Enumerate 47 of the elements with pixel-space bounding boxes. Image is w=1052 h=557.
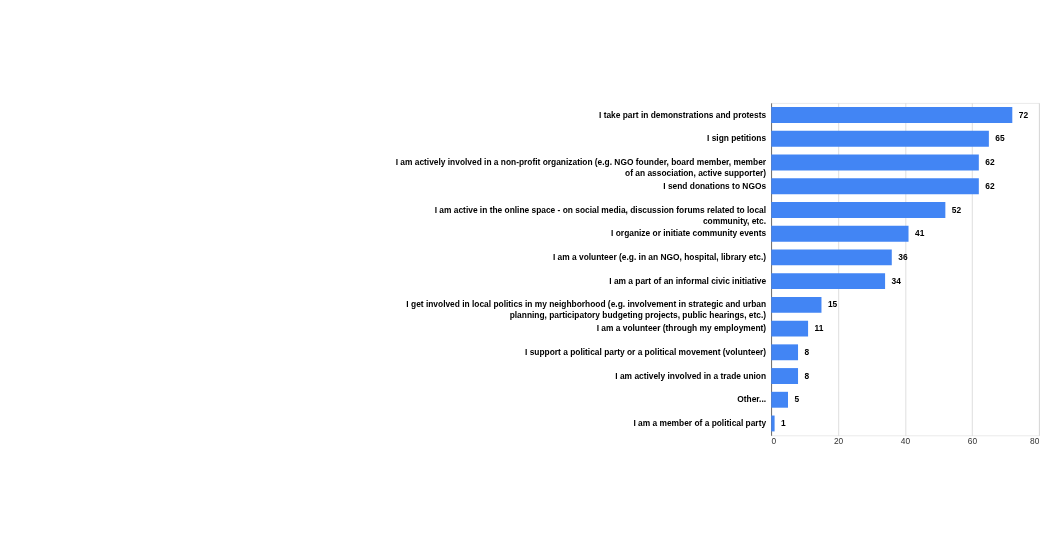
y-tick-label: I organize or initiate community events (611, 228, 767, 239)
x-tick-label: 80 (1030, 435, 1040, 446)
data-label: 52 (951, 204, 962, 215)
y-tick-label: I am a part of an informal civic initiative (609, 275, 767, 286)
x-tick-label: 0 (771, 435, 777, 446)
x-tick-label: 40 (900, 435, 911, 446)
y-tick-label: I sign petitions (706, 133, 767, 144)
y-tick-label: I take part in demonstrations and protests (599, 109, 767, 120)
bar (771, 391, 788, 408)
y-tick-label: I send donations to NGOs (663, 180, 767, 191)
data-label: 15 (827, 299, 838, 310)
y-tick-label: I am a volunteer (through my employment) (596, 323, 767, 334)
y-tick-label: I am a member of a political party (633, 418, 767, 429)
bar (771, 415, 775, 432)
bar (771, 249, 892, 266)
data-label: 65 (995, 133, 1005, 144)
bar (771, 130, 989, 147)
data-label: 1 (781, 418, 787, 429)
x-tick-label: 20 (833, 435, 844, 446)
y-tick-label: I am active in the online space - on social media, discussion forums related to local community, etc. (434, 204, 767, 226)
bar (771, 225, 909, 242)
data-label: 11 (814, 323, 824, 334)
x-tick-label: 60 (967, 435, 978, 446)
data-label: 72 (1018, 109, 1029, 120)
bar (771, 273, 886, 290)
y-tick-label: I am actively involved in a trade union (615, 370, 767, 381)
bar (771, 344, 799, 361)
data-label: 8 (804, 346, 810, 357)
data-label: 5 (794, 394, 800, 405)
bar (771, 202, 946, 218)
bar (771, 296, 822, 313)
y-tick-label: I am a volunteer (e.g. in an NGO, hospital, library etc.) (552, 251, 767, 262)
bar (771, 178, 979, 195)
y-tick-label: I get involved in local politics in my neighborhood (e.g. involvement in strategic and urban planning, participatory budgeting projects, public hearings, etc.) (406, 299, 767, 321)
bar (771, 368, 799, 384)
data-label: 34 (891, 275, 902, 286)
y-tick-label: Other... (737, 394, 767, 405)
data-label: 8 (804, 370, 810, 381)
bar (771, 320, 809, 337)
y-tick-label: I support a political party or a political movement (volunteer) (525, 346, 767, 357)
data-label: 41 (914, 228, 925, 239)
y-tick-label: I am actively involved in a non-profit organization (e.g. NGO founder, board member, member of an association, active supporter) (395, 157, 767, 179)
data-label: 62 (985, 180, 995, 191)
data-label: 36 (898, 251, 908, 262)
bar (771, 107, 1013, 124)
data-label: 62 (985, 157, 995, 168)
bar (771, 154, 979, 171)
